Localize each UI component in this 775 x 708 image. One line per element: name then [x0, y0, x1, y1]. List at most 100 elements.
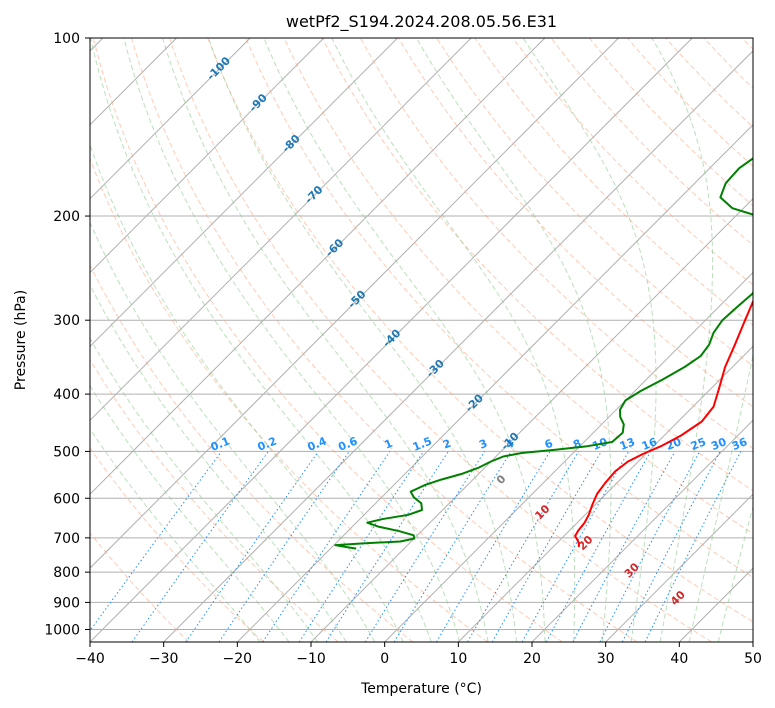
dry-adiabat	[359, 38, 753, 450]
isotherm-line	[531, 419, 753, 642]
mixing-ratio-line	[90, 451, 222, 632]
moist-adiabat	[208, 38, 517, 642]
mixing-ratio-line	[435, 451, 551, 642]
moist-adiabat	[123, 38, 461, 642]
plot-area: 0.1 0.2 0.4 0.6 1 1.5 2 3 4 6 8 10 13 16 20 25 30 36-100-…	[90, 38, 753, 642]
moist-adiabat	[90, 38, 432, 642]
x-tick-label: 20	[523, 651, 541, 667]
dry-adiabat	[207, 38, 753, 623]
y-tick-label: 600	[53, 491, 80, 507]
dry-adiabat	[703, 38, 753, 89]
isotherm-line	[752, 641, 753, 642]
x-tick-label: 0	[380, 651, 389, 667]
isotherm-line	[90, 38, 325, 274]
moist-adiabat	[415, 38, 612, 642]
moist-adiabat	[688, 353, 753, 642]
moist-adiabat	[717, 504, 753, 642]
dewpoint-profile	[334, 157, 753, 550]
dry-adiabat	[92, 38, 563, 642]
dry-adiabat	[90, 263, 414, 642]
isotherm-line	[90, 38, 398, 348]
mixing-ratio-line	[491, 451, 602, 642]
moist-adiabat	[90, 283, 347, 642]
isotherm-line	[90, 38, 251, 200]
moist-adiabat-label: 0	[494, 472, 509, 487]
mixing-ratio-line	[545, 451, 652, 642]
mixing-ratio-line	[393, 451, 512, 642]
chart-title: wetPf2_S194.2024.208.05.56.E31	[286, 12, 557, 32]
moist-adiabat-label: 40	[668, 588, 688, 608]
mixing-ratio-line	[131, 451, 269, 642]
dry-adiabat	[283, 38, 753, 535]
mixing-ratio-label: 3	[477, 437, 489, 452]
moist-adiabat	[651, 38, 714, 642]
mixing-ratio-line	[262, 451, 391, 642]
x-tick-label: 30	[597, 651, 615, 667]
moist-adiabat	[522, 38, 657, 642]
isotherm-line	[236, 124, 753, 642]
y-tick-label: 700	[53, 531, 80, 547]
x-axis: −40 −30 −20 −10 0 10 20 30 40 50	[75, 642, 762, 667]
moist-adiabat	[90, 384, 290, 642]
x-tick-label: −10	[296, 651, 326, 667]
isotherm-line	[457, 345, 753, 642]
x-axis-label: Temperature (°C)	[360, 681, 482, 697]
temperature-profile	[574, 299, 753, 547]
moist-adiabat	[263, 38, 546, 642]
isotherm-label: -90	[247, 91, 270, 114]
dry-adiabat	[90, 157, 488, 642]
isotherm-line	[90, 38, 619, 569]
dry-adiabat	[90, 532, 190, 642]
mixing-ratio-line	[298, 451, 425, 642]
y-axis: 100 200 300 400 500 600 700 800 900 1000	[44, 31, 90, 638]
x-tick-label: −30	[149, 651, 179, 667]
y-tick-label: 100	[53, 31, 80, 47]
x-tick-label: 50	[744, 651, 762, 667]
mixing-ratio-label: 30	[709, 435, 728, 453]
mixing-ratio-label: 25	[689, 435, 708, 453]
isotherm-label: -10	[498, 430, 521, 453]
plot-frame	[89, 37, 754, 643]
mixing-ratio-line	[325, 451, 449, 642]
mixing-ratio-label: 20	[664, 435, 683, 453]
y-tick-label: 400	[53, 387, 80, 403]
y-tick-label: 500	[53, 444, 80, 460]
dry-adiabat	[90, 447, 264, 642]
dry-adiabat	[245, 38, 753, 579]
y-axis-label: Pressure (hPa)	[13, 290, 29, 390]
y-tick-label: 900	[53, 595, 80, 611]
isotherm-line	[605, 493, 753, 642]
mixing-ratio-line	[621, 451, 721, 642]
isotherm-line	[678, 567, 753, 642]
isotherm-label: -40	[380, 326, 403, 349]
y-tick-label: 200	[53, 209, 80, 225]
isotherm-label: -70	[302, 183, 325, 206]
isotherm-line	[384, 271, 753, 642]
moist-adiabat-label: 10	[532, 502, 552, 522]
moist-adiabat	[162, 38, 489, 642]
isotherm-line	[90, 38, 546, 495]
moist-adiabat-label: 30	[622, 560, 642, 580]
dry-adiabat	[169, 38, 712, 642]
mixing-ratio-line	[185, 451, 319, 642]
dry-adiabat	[321, 38, 753, 492]
mixing-ratio-label: 13	[618, 435, 637, 453]
y-tick-label: 800	[53, 565, 80, 581]
isotherm-label: -30	[424, 357, 447, 380]
isotherm-line	[163, 50, 753, 642]
y-tick-label: 1000	[44, 622, 80, 638]
mixing-ratio-line	[572, 451, 676, 642]
mixing-ratio-line	[218, 451, 350, 642]
mixing-ratio-line	[521, 451, 630, 642]
mixing-ratio-label: 1	[383, 437, 395, 452]
moist-adiabat	[90, 221, 376, 642]
dry-adiabat	[512, 38, 753, 286]
mixing-ratio-label: 36	[730, 435, 749, 453]
dry-adiabat	[90, 358, 339, 642]
isotherm-label: -100	[204, 54, 233, 83]
x-tick-label: 40	[670, 651, 688, 667]
isotherm-label: -80	[280, 132, 303, 155]
moist-adiabat	[90, 337, 319, 642]
moist-adiabat	[331, 38, 576, 642]
